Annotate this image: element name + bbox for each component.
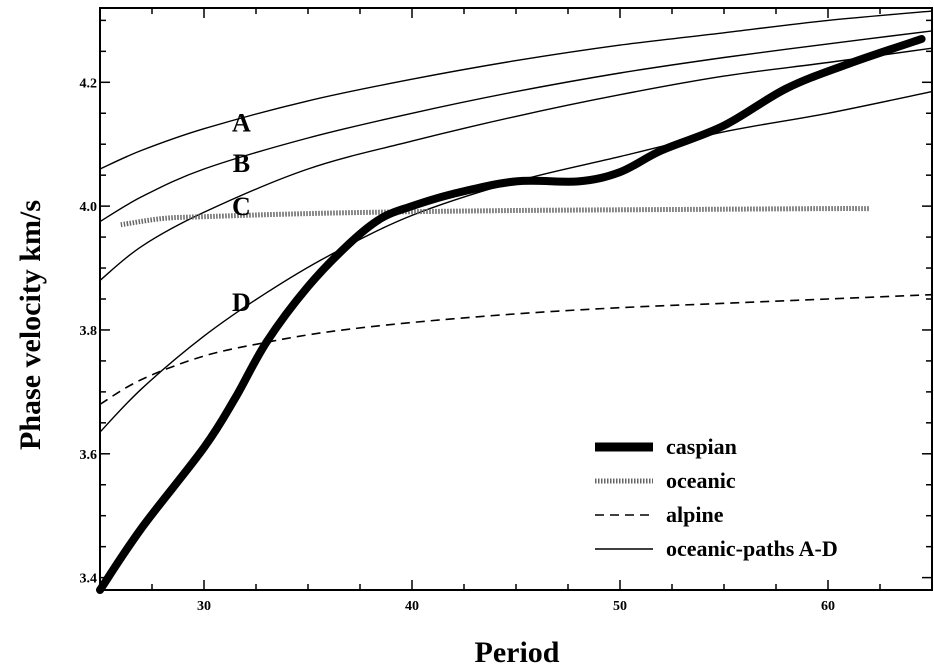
plot-frame	[99, 7, 933, 591]
x-tick-label: 30	[197, 599, 211, 614]
caspian-line	[96, 35, 926, 594]
plot-border	[99, 7, 933, 591]
legend-label: alpine	[666, 502, 724, 527]
x-tick-label: 50	[613, 599, 627, 614]
legend-label: oceanic	[666, 468, 736, 493]
curve-label-d: D	[232, 288, 251, 317]
x-axis-title: Period	[475, 636, 560, 668]
oceanic-path-4-line	[99, 30, 933, 223]
y-tick-label: 3.4	[80, 572, 98, 587]
series-layer	[96, 10, 933, 594]
y-axis-title: Phase velocity km/s	[14, 200, 47, 450]
y-tick-label: 4.0	[80, 200, 98, 215]
curve-label-b: B	[233, 149, 250, 178]
alpine-line	[99, 293, 933, 405]
legend-label: caspian	[666, 434, 737, 459]
y-tick-label: 4.2	[80, 76, 98, 91]
curve-label-a: A	[232, 109, 251, 138]
x-tick-label: 40	[405, 599, 419, 614]
legend-label: oceanic-paths A-D	[666, 536, 838, 561]
curve-labels: ABC D	[232, 109, 251, 318]
oceanic-line	[120, 206, 870, 228]
oceanic-path-6-line	[99, 90, 933, 433]
y-tick-label: 3.6	[80, 448, 98, 463]
curve-label-c: C	[232, 192, 251, 221]
y-tick-label: 3.8	[80, 324, 98, 339]
ticks-layer: 30 40 50 60 3.4 3.6 3.8 4.0 4.2	[80, 8, 933, 614]
x-tick-label: 60	[821, 599, 835, 614]
legend: caspian oceanic alpine oceanic-paths A-D	[595, 434, 838, 561]
oceanic-paths-a-d-line	[99, 10, 933, 170]
